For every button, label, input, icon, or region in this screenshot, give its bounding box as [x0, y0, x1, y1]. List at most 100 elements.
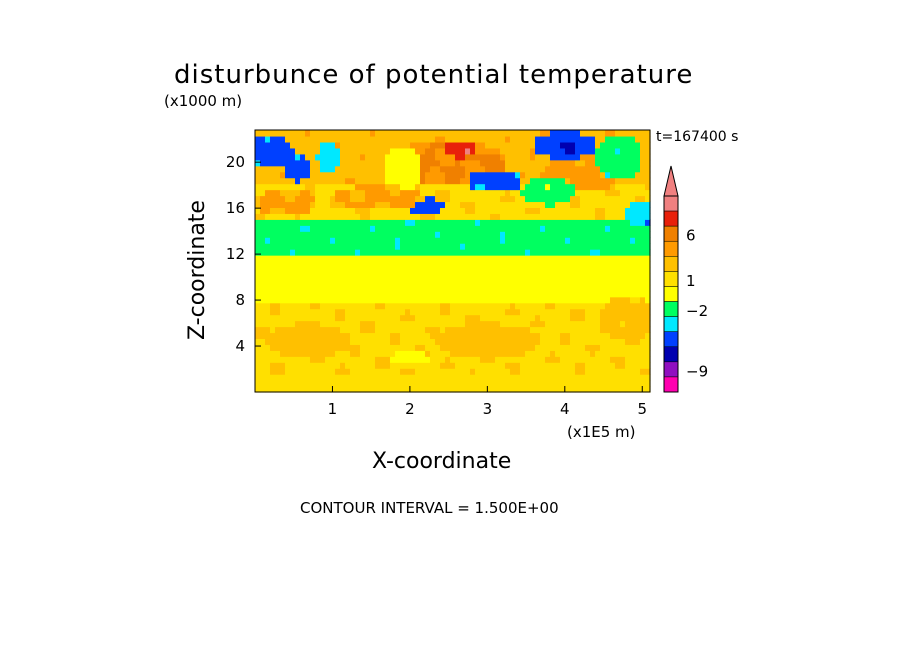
contour-cell [605, 261, 611, 268]
contour-cell [370, 130, 376, 137]
contour-cell [530, 207, 536, 214]
contour-cell [590, 225, 596, 232]
contour-cell [425, 231, 431, 238]
contour-cell [315, 255, 321, 262]
contour-cell [270, 225, 276, 232]
contour-cell [375, 332, 381, 340]
contour-cell [270, 201, 276, 209]
contour-cell [580, 243, 586, 250]
contour-cell [495, 153, 501, 161]
contour-cell [255, 338, 261, 345]
contour-cell [355, 362, 361, 369]
contour-cell [435, 344, 441, 351]
contour-cell [265, 141, 271, 149]
contour-cell [385, 159, 391, 167]
contour-cell [270, 231, 276, 238]
contour-cell [640, 231, 646, 238]
contour-cell [335, 350, 341, 357]
contour-cell [285, 314, 291, 322]
contour-cell [350, 368, 356, 375]
contour-cell [610, 231, 616, 238]
contour-cell [295, 302, 301, 310]
contour-cell [635, 255, 641, 262]
contour-cell [635, 249, 641, 256]
contour-cell [530, 308, 536, 316]
contour-cell [485, 231, 491, 238]
contour-cell [530, 243, 536, 250]
contour-cell [395, 362, 401, 369]
contour-cell [390, 135, 396, 143]
contour-cell [290, 147, 296, 155]
contour-cell [600, 153, 606, 161]
contour-cell [455, 308, 461, 316]
contour-cell [505, 278, 511, 286]
contour-cell [545, 272, 551, 280]
contour-cell [420, 308, 426, 316]
contour-cell [410, 201, 416, 209]
contour-cell [345, 130, 351, 137]
contour-cell [410, 219, 416, 226]
contour-cell [465, 237, 471, 244]
contour-cell [500, 207, 506, 214]
contour-cell [605, 171, 611, 179]
contour-cell [605, 243, 611, 250]
contour-cell [375, 374, 381, 381]
contour-cell [505, 338, 511, 345]
contour-cell [605, 183, 611, 191]
contour-cell [420, 314, 426, 322]
contour-cell [325, 147, 331, 155]
contour-cell [380, 207, 386, 214]
contour-cell [595, 231, 601, 238]
y-tick-label: 20 [226, 153, 245, 171]
contour-cell [635, 237, 641, 244]
contour-cell [640, 296, 646, 304]
contour-cell [300, 296, 306, 304]
contour-cell [265, 153, 271, 161]
contour-cell [460, 266, 466, 274]
contour-cell [350, 278, 356, 286]
contour-cell [470, 326, 476, 334]
contour-cell [565, 207, 571, 214]
contour-cell [430, 231, 436, 238]
contour-cell [530, 159, 536, 167]
contour-cell [285, 130, 291, 137]
contour-cell [300, 350, 306, 357]
contour-cell [330, 243, 336, 250]
contour-cell [340, 189, 346, 197]
contour-cell [410, 350, 416, 357]
contour-cell [445, 225, 451, 232]
contour-cell [545, 374, 551, 381]
contour-cell [450, 368, 456, 375]
contour-cell [410, 141, 416, 149]
contour-cell [425, 326, 431, 334]
contour-cell [530, 314, 536, 322]
contour-cell [460, 344, 466, 351]
contour-cell [375, 284, 381, 292]
contour-cell [265, 213, 271, 220]
contour-cell [410, 147, 416, 155]
contour-cell [620, 314, 626, 322]
contour-cell [280, 272, 286, 280]
contour-cell [590, 219, 596, 226]
contour-cell [575, 147, 581, 155]
contour-cell [335, 278, 341, 286]
contour-cell [380, 213, 386, 220]
contour-cell [350, 159, 356, 167]
contour-cell [460, 362, 466, 369]
contour-cell [565, 278, 571, 286]
time-label: t=167400 s [656, 129, 739, 145]
contour-cell [260, 362, 266, 369]
contour-cell [365, 314, 371, 322]
contour-cell [315, 207, 321, 214]
contour-cell [635, 278, 641, 286]
contour-cell [345, 284, 351, 292]
contour-cell [510, 308, 516, 316]
contour-cell [615, 272, 621, 280]
contour-cell [535, 368, 541, 375]
contour-cell [370, 249, 376, 256]
contour-cell [440, 243, 446, 250]
contour-cell [615, 231, 621, 238]
contour-cell [305, 290, 311, 298]
contour-cell [260, 219, 266, 226]
contour-cell [485, 135, 491, 143]
